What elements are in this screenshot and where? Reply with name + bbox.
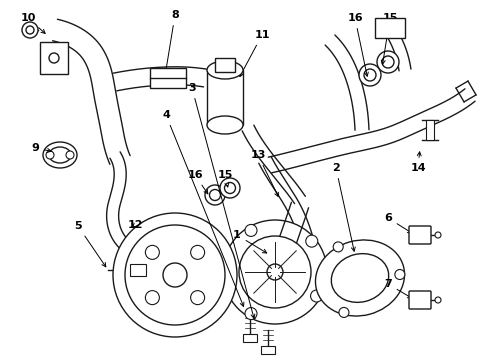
Circle shape — [333, 242, 343, 252]
Circle shape — [359, 64, 381, 86]
Text: 15: 15 — [217, 170, 233, 187]
Circle shape — [224, 183, 236, 194]
Circle shape — [191, 246, 205, 259]
Circle shape — [245, 224, 257, 237]
Circle shape — [22, 22, 38, 38]
Text: 11: 11 — [240, 30, 270, 77]
FancyBboxPatch shape — [409, 226, 431, 244]
Ellipse shape — [43, 142, 77, 168]
Text: 3: 3 — [188, 83, 255, 318]
Circle shape — [223, 220, 327, 324]
Circle shape — [26, 26, 34, 34]
Ellipse shape — [316, 240, 405, 316]
Ellipse shape — [49, 147, 71, 163]
Text: 7: 7 — [384, 279, 412, 298]
Text: 14: 14 — [410, 152, 426, 173]
Circle shape — [146, 291, 159, 305]
Circle shape — [245, 307, 257, 320]
Bar — [426, 120, 434, 140]
Circle shape — [364, 69, 376, 81]
Circle shape — [385, 23, 395, 33]
Text: 6: 6 — [384, 213, 412, 233]
Circle shape — [412, 296, 420, 304]
Ellipse shape — [207, 61, 243, 79]
Text: 2: 2 — [332, 163, 355, 251]
Bar — [261, 346, 275, 354]
Circle shape — [49, 53, 59, 63]
Circle shape — [66, 151, 74, 159]
Circle shape — [163, 263, 187, 287]
Circle shape — [395, 270, 405, 279]
Circle shape — [46, 151, 54, 159]
Text: 13: 13 — [250, 150, 278, 197]
Text: 16: 16 — [187, 170, 208, 194]
Text: 5: 5 — [74, 221, 106, 267]
Text: 16: 16 — [347, 13, 368, 76]
Text: 12: 12 — [127, 220, 143, 230]
Text: 9: 9 — [31, 143, 51, 153]
Text: 1: 1 — [233, 230, 267, 253]
Bar — [40, 42, 68, 74]
Bar — [130, 264, 146, 276]
Circle shape — [210, 189, 220, 201]
Circle shape — [412, 231, 420, 239]
Text: 4: 4 — [162, 110, 244, 306]
Circle shape — [311, 290, 322, 302]
Circle shape — [205, 185, 225, 205]
Bar — [150, 68, 186, 88]
Text: 8: 8 — [164, 10, 179, 72]
Circle shape — [306, 235, 318, 247]
FancyBboxPatch shape — [409, 291, 431, 309]
Text: 10: 10 — [20, 13, 45, 33]
Circle shape — [125, 225, 225, 325]
Bar — [215, 58, 235, 72]
Circle shape — [267, 264, 283, 280]
Circle shape — [435, 232, 441, 238]
Bar — [207, 70, 243, 125]
Circle shape — [377, 51, 399, 73]
Text: 15: 15 — [381, 13, 398, 64]
Circle shape — [382, 56, 394, 68]
Circle shape — [191, 291, 205, 305]
Ellipse shape — [207, 116, 243, 134]
Circle shape — [220, 178, 240, 198]
Bar — [243, 334, 257, 342]
Circle shape — [146, 246, 159, 259]
Ellipse shape — [331, 254, 389, 302]
Bar — [375, 18, 405, 38]
Circle shape — [113, 213, 237, 337]
Circle shape — [239, 236, 311, 308]
Circle shape — [339, 307, 349, 318]
Circle shape — [435, 297, 441, 303]
